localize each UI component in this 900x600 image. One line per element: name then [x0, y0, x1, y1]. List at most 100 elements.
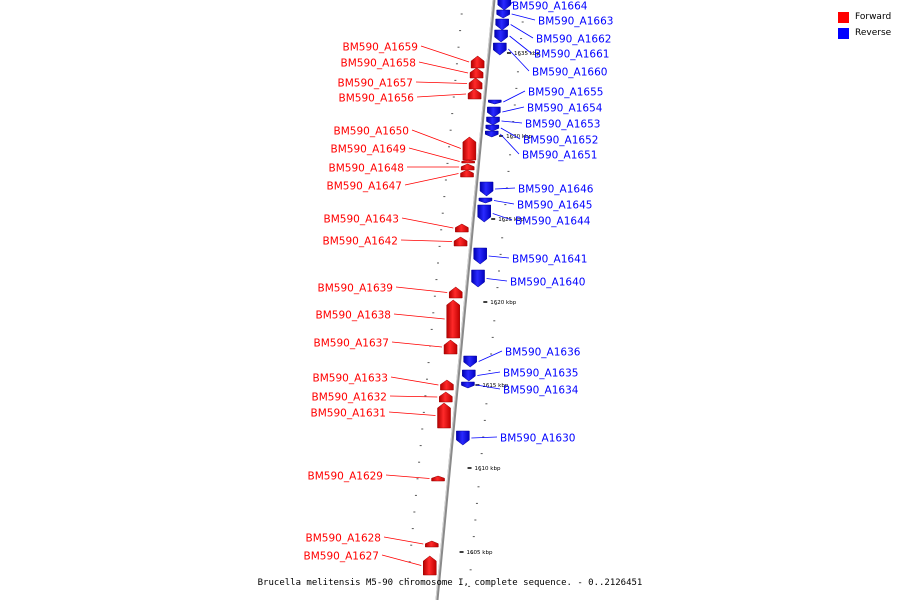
scale-tick-label: 1620 kbp — [490, 300, 516, 306]
scale-tick-label: 1605 kbp — [467, 550, 493, 556]
BM590_A1663-leader — [511, 13, 536, 21]
gene-label-forward: BM590_A1627 — [304, 551, 379, 563]
BM590_A1647-gene — [460, 169, 474, 178]
BM590_A1661-gene — [494, 29, 508, 43]
scale-tick-label: 1615 kbp — [482, 383, 508, 389]
BM590_A1660-gene — [493, 42, 507, 56]
BM590_A1631-gene — [437, 402, 451, 429]
gene-label-forward: BM590_A1659 — [343, 42, 418, 54]
BM590_A1629-leader — [385, 474, 430, 479]
BM590_A1649-leader — [408, 147, 460, 162]
gene-label-reverse: BM590_A1645 — [517, 200, 592, 212]
BM590_A1635-gene — [462, 369, 476, 382]
BM590_A1651-leader — [499, 133, 520, 155]
BM590_A1634-leader — [476, 384, 501, 390]
gene-label-forward: BM590_A1639 — [318, 283, 393, 295]
BM590_A1627-gene — [423, 555, 437, 576]
BM590_A1641-leader — [488, 255, 510, 259]
BM590_A1636-gene — [463, 355, 477, 368]
gene-label-forward: BM590_A1647 — [327, 181, 402, 193]
gene-label-forward: BM590_A1656 — [339, 93, 415, 105]
BM590_A1640-gene — [471, 269, 485, 288]
BM590_A1652-leader — [500, 127, 521, 140]
BM590_A1643-leader — [401, 217, 454, 229]
gene-label-forward: BM590_A1657 — [338, 78, 413, 90]
gene-label-reverse: BM590_A1635 — [503, 368, 578, 380]
gene-label-forward: BM590_A1642 — [323, 236, 398, 248]
gene-label-forward: BM590_A1633 — [313, 373, 388, 385]
BM590_A1640-leader — [486, 278, 508, 282]
scale-tick-label: 1630 kbp — [506, 134, 532, 140]
BM590_A1645-leader — [493, 200, 515, 205]
gene-label-reverse: BM590_A1655 — [528, 87, 603, 99]
scale-tick-label: 1635 kbp — [514, 51, 540, 57]
BM590_A1632-leader — [389, 395, 438, 398]
gene-label-reverse: BM590_A1630 — [500, 433, 575, 445]
BM590_A1644-gene — [477, 204, 491, 223]
BM590_A1641-gene — [473, 247, 487, 265]
legend-label-reverse: Reverse — [855, 28, 892, 38]
BM590_A1649-gene — [461, 159, 475, 164]
BM590_A1647-leader — [404, 173, 459, 186]
legend-item-reverse: Reverse — [838, 25, 891, 41]
BM590_A1632-gene — [439, 391, 453, 403]
BM590_A1662-leader — [510, 24, 534, 39]
BM590_A1631-leader — [388, 411, 436, 416]
BM590_A1630-leader — [471, 436, 498, 439]
BM590_A1636-leader — [478, 350, 503, 362]
gene-label-forward: BM590_A1650 — [334, 126, 409, 138]
reverse-genes — [456, 0, 512, 446]
BM590_A1630-gene — [456, 430, 470, 446]
BM590_A1652-gene — [485, 124, 500, 132]
gene-label-forward: BM590_A1628 — [306, 533, 381, 545]
BM590_A1635-leader — [477, 371, 501, 376]
BM590_A1655-leader — [503, 90, 526, 103]
gene-label-reverse: BM590_A1662 — [536, 34, 611, 46]
gene-label-reverse: BM590_A1651 — [522, 150, 597, 162]
BM590_A1644-leader — [492, 213, 513, 221]
gene-label-forward: BM590_A1629 — [308, 471, 383, 483]
BM590_A1653-gene — [486, 116, 500, 126]
position-dots — [407, 13, 524, 587]
BM590_A1637-leader — [391, 341, 443, 348]
reverse-swatch — [838, 27, 849, 39]
BM590_A1664-gene — [497, 0, 512, 11]
BM590_A1661-leader — [509, 35, 532, 54]
BM590_A1650-gene — [462, 136, 477, 161]
BM590_A1637-gene — [443, 339, 458, 355]
gene-labels: BM590_A1659 BM590_A1658 BM590_A1657 BM590_A… — [304, 1, 614, 563]
BM590_A1651-gene — [485, 130, 499, 138]
gene-label-reverse: BM590_A1653 — [525, 119, 600, 131]
gene-label-forward: BM590_A1643 — [324, 214, 399, 226]
gene-label-forward: BM590_A1649 — [331, 144, 406, 156]
BM590_A1646-leader — [495, 187, 516, 190]
BM590_A1638-gene — [446, 299, 460, 339]
BM590_A1648-gene — [460, 163, 475, 171]
gene-label-reverse: BM590_A1641 — [512, 254, 587, 266]
BM590_A1633-leader — [390, 376, 439, 386]
chromosome-axis — [435, 0, 496, 600]
gene-label-reverse: BM590_A1664 — [512, 1, 588, 13]
BM590_A1659-leader — [420, 45, 470, 63]
BM590_A1654-leader — [502, 106, 525, 113]
gene-label-forward: BM590_A1648 — [329, 163, 404, 175]
BM590_A1657-gene — [468, 77, 483, 90]
gene-label-reverse: BM590_A1652 — [523, 135, 598, 147]
BM590_A1657-leader — [415, 81, 468, 84]
gene-label-reverse: BM590_A1644 — [515, 216, 591, 228]
BM590_A1656-leader — [416, 93, 467, 98]
forward-swatch — [838, 11, 849, 23]
BM590_A1653-leader — [501, 120, 523, 124]
BM590_A1656-gene — [467, 88, 482, 100]
gene-label-forward: BM590_A1658 — [341, 58, 416, 70]
chromosome-axis-highlight — [435, 0, 494, 600]
gene-label-reverse: BM590_A1654 — [527, 103, 603, 115]
gene-label-reverse: BM590_A1646 — [518, 184, 594, 196]
label-leaders — [381, 1, 536, 566]
gene-label-reverse: BM590_A1661 — [534, 49, 609, 61]
legend: Forward Reverse — [838, 9, 891, 41]
BM590_A1643-gene — [455, 223, 469, 233]
BM590_A1629-gene — [431, 475, 445, 482]
scale-tick-label: 1610 kbp — [475, 466, 501, 472]
gene-label-reverse: BM590_A1636 — [505, 347, 581, 359]
